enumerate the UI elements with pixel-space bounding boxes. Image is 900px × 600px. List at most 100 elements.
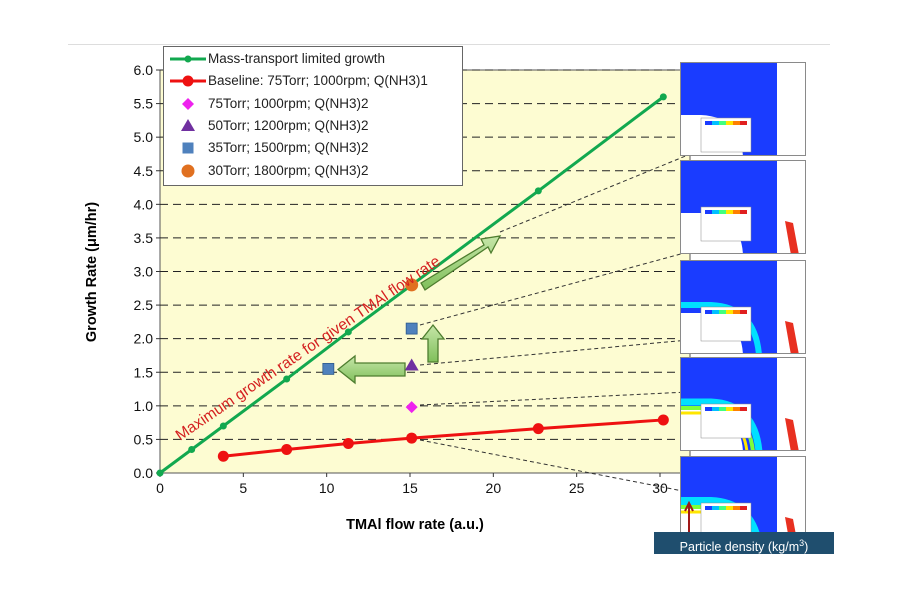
colorbar-swatch bbox=[733, 506, 740, 510]
colorbar-swatch bbox=[719, 210, 726, 214]
y-tick-label: 0.5 bbox=[134, 431, 154, 447]
legend-marker bbox=[182, 97, 194, 110]
data-point bbox=[217, 450, 229, 462]
y-tick-label: 5.5 bbox=[134, 96, 154, 112]
x-tick-label: 5 bbox=[239, 480, 247, 496]
colorbar-swatch bbox=[726, 121, 733, 125]
badge-text: Particle density (kg/m bbox=[679, 540, 800, 555]
data-point bbox=[283, 375, 291, 383]
legend-label: 75Torr; 1000rpm; Q(NH3)2 bbox=[208, 95, 369, 111]
legend-marker bbox=[181, 118, 195, 131]
data-point bbox=[534, 187, 542, 195]
data-point bbox=[156, 469, 164, 477]
data-point-square bbox=[322, 362, 335, 375]
legend-symbol bbox=[182, 142, 194, 154]
data-point bbox=[342, 437, 354, 449]
data-point-triangle bbox=[404, 358, 419, 371]
data-point bbox=[406, 432, 418, 444]
callout-line bbox=[419, 339, 689, 366]
legend-marker bbox=[182, 142, 194, 154]
x-tick-label: 15 bbox=[402, 480, 418, 496]
data-point-diamond bbox=[405, 401, 418, 414]
data-point bbox=[281, 443, 293, 455]
y-tick-label: 5.0 bbox=[134, 129, 154, 145]
callout-lines bbox=[419, 154, 689, 493]
colorbar-swatch bbox=[733, 210, 740, 214]
callout-line bbox=[499, 154, 689, 233]
x-axis-label: TMAl flow rate (a.u.) bbox=[346, 517, 484, 533]
colorbar-swatch bbox=[740, 210, 747, 214]
legend-item: Mass-transport limited growth bbox=[164, 49, 464, 69]
colorbar-swatch bbox=[705, 121, 712, 125]
data-point-square bbox=[405, 322, 418, 335]
x-tick-label: 10 bbox=[319, 480, 335, 496]
x-tick-label: 20 bbox=[486, 480, 502, 496]
colorbar-swatch bbox=[719, 310, 726, 314]
simulation-thumbnail bbox=[680, 62, 806, 156]
data-point-circle bbox=[405, 278, 419, 292]
colorbar-swatch bbox=[733, 121, 740, 125]
legend-item: Baseline: 75Torr; 1000rpm; Q(NH3)1 bbox=[164, 71, 464, 91]
colorbar-swatch bbox=[712, 506, 719, 510]
series-line bbox=[159, 95, 665, 475]
y-tick-label: 3.0 bbox=[134, 264, 154, 280]
block-arrows bbox=[336, 235, 502, 385]
legend-item: 50Torr; 1200rpm; Q(NH3)2 bbox=[164, 116, 464, 136]
colorbar-swatch bbox=[705, 210, 712, 214]
colorbar-swatch bbox=[740, 506, 747, 510]
y-tick-label: 1.0 bbox=[134, 398, 154, 414]
legend-marker bbox=[184, 55, 192, 63]
legend-label: Mass-transport limited growth bbox=[208, 51, 386, 66]
colorbar-swatch bbox=[740, 310, 747, 314]
x-tick-label: 30 bbox=[652, 480, 668, 496]
colorbar-swatch bbox=[719, 506, 726, 510]
callout-line bbox=[419, 391, 689, 406]
badge-sup: 3 bbox=[799, 538, 805, 548]
x-tick-label: 0 bbox=[156, 480, 164, 496]
series-line bbox=[223, 418, 664, 458]
simulation-thumbnail bbox=[680, 160, 806, 254]
colorbar-swatch bbox=[740, 121, 747, 125]
contour-image bbox=[681, 63, 805, 155]
colorbar-swatch bbox=[712, 310, 719, 314]
colorbar-swatch bbox=[705, 310, 712, 314]
legend-symbol bbox=[181, 164, 195, 177]
legend-marker bbox=[182, 75, 194, 87]
top-rule bbox=[68, 44, 830, 45]
y-tick-label: 2.0 bbox=[134, 331, 154, 347]
y-tick-label: 1.5 bbox=[134, 364, 154, 380]
y-tick-label: 3.5 bbox=[134, 230, 154, 246]
x-tick-label: 25 bbox=[569, 480, 585, 496]
colorbar-swatch bbox=[712, 210, 719, 214]
y-tick-label: 0.0 bbox=[134, 465, 154, 481]
legend-symbol bbox=[181, 118, 195, 131]
simulation-thumbnail bbox=[680, 357, 806, 451]
legend-symbol bbox=[170, 55, 206, 63]
colorbar-swatch bbox=[719, 407, 726, 411]
y-tick-label: 4.5 bbox=[134, 163, 154, 179]
colorbar-swatch bbox=[726, 407, 733, 411]
legend: Mass-transport limited growth Baseline: 7… bbox=[163, 46, 463, 186]
badge-end: ) bbox=[804, 540, 809, 555]
colorbar-swatch bbox=[733, 407, 740, 411]
axis-ticks: 0.0 0.5 1.0 1.5 2.0 2.5 3.0 3.5 4.0 4.5 5.0 5.5 6.0 0… bbox=[134, 62, 668, 496]
colorbar-swatch bbox=[712, 407, 719, 411]
legend-label: 50Torr; 1200rpm; Q(NH3)2 bbox=[208, 117, 369, 133]
particle-density-badge: Particle density (kg/m3) bbox=[654, 532, 834, 554]
legend-label: 35Torr; 1500rpm; Q(NH3)2 bbox=[208, 140, 369, 156]
series-layer bbox=[156, 93, 669, 477]
colorbar-swatch bbox=[726, 310, 733, 314]
legend-label: 30Torr; 1800rpm; Q(NH3)2 bbox=[208, 162, 369, 178]
legend-item: 30Torr; 1800rpm; Q(NH3)2 bbox=[164, 161, 464, 181]
colorbar-swatch bbox=[705, 407, 712, 411]
data-point bbox=[657, 414, 669, 426]
y-tick-label: 2.5 bbox=[134, 297, 154, 313]
y-tick-label: 4.0 bbox=[134, 196, 154, 212]
callout-line bbox=[419, 251, 689, 326]
data-point bbox=[188, 445, 196, 453]
data-point bbox=[532, 423, 544, 435]
arrow-left bbox=[336, 354, 406, 385]
contour-hotspot bbox=[785, 321, 799, 353]
data-point bbox=[344, 328, 352, 336]
